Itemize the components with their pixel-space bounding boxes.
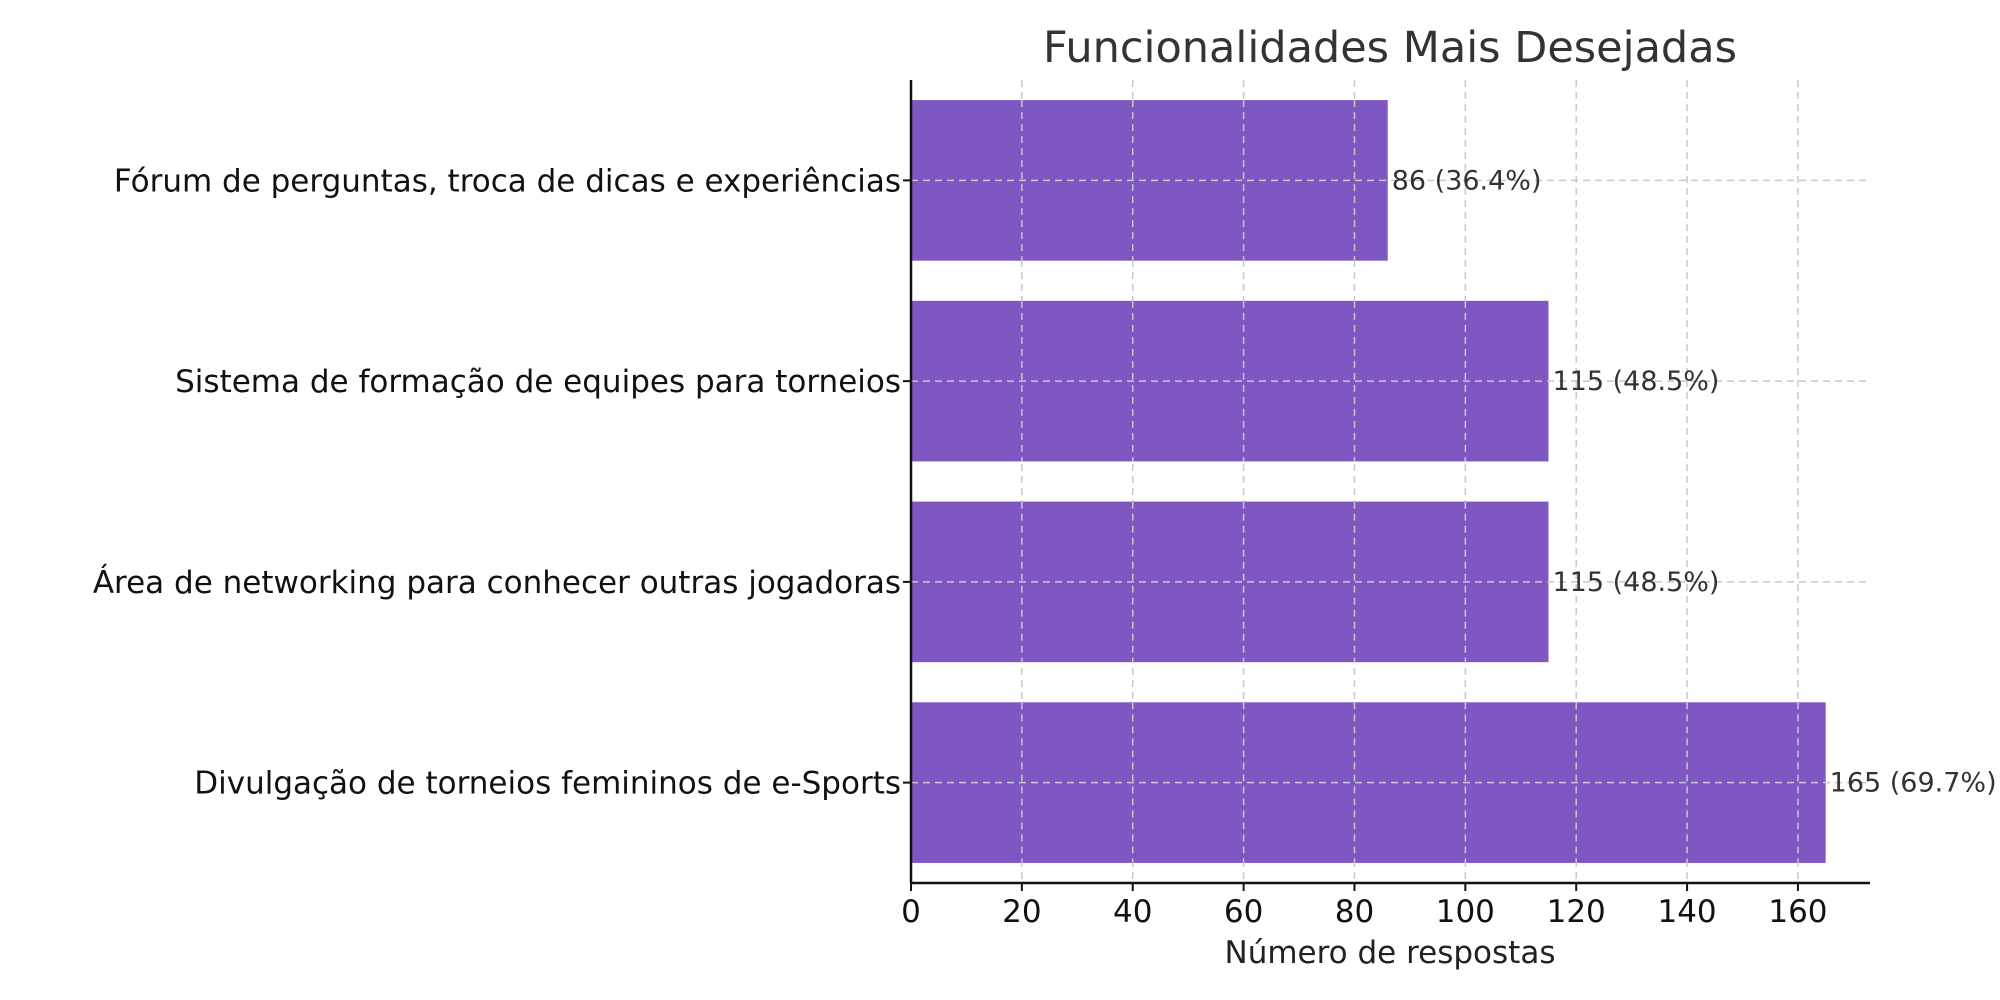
bar-data-label: 86 (36.4%) (1392, 165, 1542, 196)
x-tick-label: 120 (1547, 894, 1606, 930)
x-tick-label: 0 (901, 894, 921, 930)
x-tick-label: 20 (1002, 894, 1041, 930)
bar-data-label: 115 (48.5%) (1552, 567, 1719, 598)
x-tick-label: 140 (1657, 894, 1716, 930)
category-label: Sistema de formação de equipes para torn… (175, 364, 901, 400)
chart-title: Funcionalidades Mais Desejadas (1043, 23, 1737, 73)
x-tick-label: 160 (1768, 894, 1827, 930)
bar-data-label: 115 (48.5%) (1552, 366, 1719, 397)
x-tick-label: 60 (1224, 894, 1263, 930)
bars (911, 100, 1826, 863)
bar-data-label: 165 (69.7%) (1830, 768, 1997, 799)
data-labels: 86 (36.4%) 115 (48.5%) 115 (48.5%) 165 (69.… (911, 100, 1997, 863)
category-label: Fórum de perguntas, troca de dicas e exp… (114, 163, 901, 199)
x-tick-label: 40 (1113, 894, 1152, 930)
x-tick-label: 80 (1335, 894, 1374, 930)
x-ticks: 0 20 40 60 80 100 120 140 160 (901, 883, 1828, 930)
bar (911, 100, 1388, 261)
category-label: Divulgação de torneios femininos de e-Sp… (194, 766, 901, 802)
x-tick-label: 100 (1436, 894, 1495, 930)
x-axis-title: Número de respostas (1225, 935, 1556, 971)
category-labels: Fórum de perguntas, troca de dicas e exp… (93, 163, 911, 802)
category-label: Área de networking para conhecer outras … (93, 565, 901, 601)
